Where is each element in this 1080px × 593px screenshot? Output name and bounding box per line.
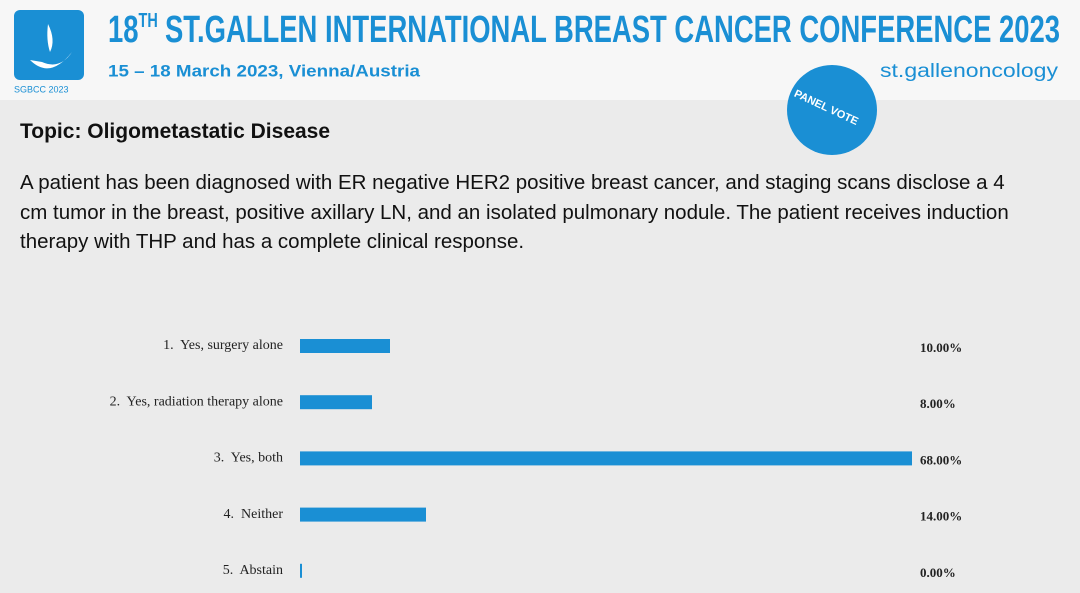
bar [300,563,302,578]
title-text: ST.GALLEN INTERNATIONAL BREAST CANCER CO… [165,9,1060,51]
title-number: 18 [108,9,139,51]
value-label: 10.00% [920,340,962,355]
category-label: 2. Yes, radiation therapy alone [110,394,283,409]
value-label: 68.00% [920,452,962,467]
category-label: 1. Yes, surgery alone [163,338,283,353]
category-label: 5. Abstain [223,563,283,578]
bar [300,339,390,353]
bar [300,395,372,410]
header-title: 18TH ST.GALLEN INTERNATIONAL BREAST CANCE… [108,9,1060,51]
title-superscript: TH [139,10,158,32]
header-band [0,0,1080,100]
bar [300,451,912,466]
brand: st.gallenoncology [880,61,1059,82]
logo-text: SGBCC 2023 [14,84,69,94]
value-label: 0.00% [920,565,956,580]
value-label: 8.00% [920,396,956,411]
question: A patient has been diagnosed with ER neg… [20,171,1009,253]
category-label: 3. Yes, both [214,451,283,466]
topic: Topic: Oligometastatic Disease [20,120,331,143]
category-label: 4. Neither [224,507,284,522]
header-subtitle: 15 – 18 March 2023, Vienna/Austria [108,61,421,80]
bar [300,507,426,522]
logo-icon [30,24,72,69]
value-label: 14.00% [920,509,962,524]
badge-circle [787,65,877,155]
